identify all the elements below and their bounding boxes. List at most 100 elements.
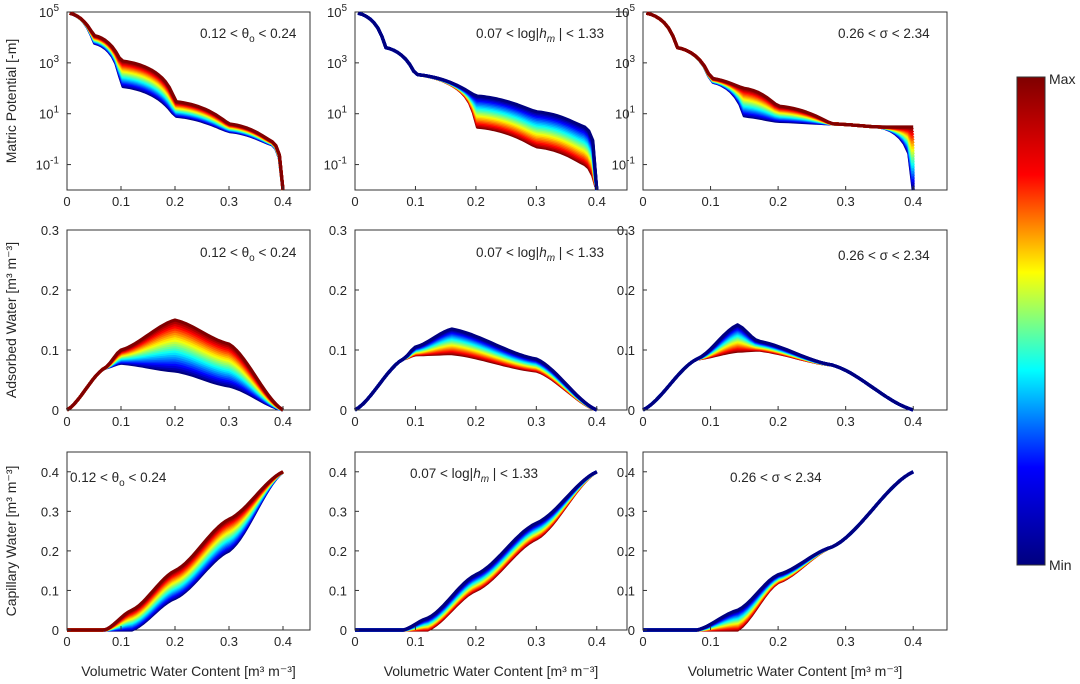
x-tick-label: 0.2	[769, 194, 787, 209]
curve-family	[67, 470, 285, 632]
y-tick-label: 101	[615, 105, 635, 122]
y-tick-label: 0.2	[329, 283, 347, 298]
y-tick-label: 0.4	[41, 465, 59, 480]
y-tick-label: 105	[39, 3, 59, 20]
curve	[357, 11, 599, 191]
panel-row1-col1: 0 0.1 0.2 0.3 0.4 10-1 101 103 105 0.12 < θo < 0.…	[36, 3, 311, 209]
x-tick-label: 0.3	[837, 194, 855, 209]
y-axis-label: Capillary Water [m³ m⁻³]	[3, 466, 19, 617]
panel-annotation: 0.26 < σ < 2.34	[838, 248, 930, 263]
y-tick-label: 0.3	[617, 504, 635, 519]
y-tick-label: 0	[628, 403, 635, 418]
curve-family	[646, 11, 915, 191]
panel-row2-col1: 0 0.1 0.2 0.3 0.4 0 0.1 0.2 0.3 0.12 < θo < 0.24	[41, 223, 311, 429]
x-tick-label: 0.3	[220, 194, 238, 209]
x-tick-label: 0	[351, 194, 358, 209]
y-axis-label: Adsorbed Water [m³ m⁻³]	[3, 242, 19, 398]
curve	[69, 11, 285, 191]
x-tick-label: 0.4	[904, 414, 922, 429]
x-tick-label: 0.4	[904, 194, 922, 209]
x-tick-label: 0.4	[274, 634, 292, 649]
panel-annotation: 0.12 < θo < 0.24	[200, 26, 297, 45]
y-tick-label: 103	[615, 54, 635, 71]
x-axis-label: Volumetric Water Content [m³ m⁻³]	[688, 663, 903, 679]
panel-frame	[642, 451, 948, 631]
curve	[355, 470, 598, 632]
panel-row2-col3: 0 0.1 0.2 0.3 0.4 0 0.1 0.2 0.3 0.26 < σ < 2.34	[617, 223, 948, 429]
y-tick-label: 101	[327, 105, 347, 122]
x-tick-label: 0.2	[467, 194, 485, 209]
panel-annotation: 0.26 < σ < 2.34	[730, 470, 822, 485]
x-tick-label: 0.2	[467, 414, 485, 429]
panel-annotation: 0.12 < θo < 0.24	[70, 470, 167, 489]
x-tick-label: 0.4	[904, 634, 922, 649]
x-tick-label: 0	[351, 634, 358, 649]
panel-row3-col1: 0 0.1 0.2 0.3 0.4 0 0.1 0.2 0.3 0.4 0.12 < θo < 0.…	[41, 451, 311, 649]
x-tick-label: 0	[639, 414, 646, 429]
y-tick-label: 10-1	[324, 156, 348, 173]
x-tick-label: 0	[63, 634, 70, 649]
y-tick-label: 0.1	[617, 583, 635, 598]
y-tick-label: 0.3	[617, 223, 635, 238]
y-tick-label: 0.2	[41, 283, 59, 298]
y-tick-label: 0.2	[617, 283, 635, 298]
y-tick-label: 0.3	[41, 504, 59, 519]
ticks: 0 0.1 0.2 0.3 0.4 10-1 101 103 105	[324, 3, 606, 209]
panel-frame	[642, 11, 948, 191]
x-tick-label: 0.1	[406, 194, 424, 209]
curve-family	[354, 327, 598, 412]
curve	[67, 470, 284, 632]
y-axis-label: Matric Potential [-m]	[3, 39, 19, 163]
y-tick-label: 0.2	[329, 544, 347, 559]
y-tick-label: 0.3	[329, 223, 347, 238]
x-tick-label: 0.2	[166, 194, 184, 209]
ticks: 0 0.1 0.2 0.3 0.4 10-1 101 103 105	[612, 3, 923, 209]
curve	[643, 470, 914, 632]
y-tick-label: 101	[39, 105, 59, 122]
x-tick-label: 0.2	[166, 634, 184, 649]
y-tick-label: 0	[628, 623, 635, 638]
ticks: 0 0.1 0.2 0.3 0.4 0 0.1 0.2 0.3 0.4	[617, 465, 922, 649]
y-tick-label: 0	[52, 403, 59, 418]
y-axis-labels: Matric Potential [-m] Adsorbed Water [m³ …	[3, 39, 19, 617]
curve	[642, 323, 914, 412]
panel-annotation: 0.07 < log|hm | < 1.33	[410, 466, 538, 485]
x-tick-label: 0.1	[702, 414, 720, 429]
panels: 0 0.1 0.2 0.3 0.4 10-1 101 103 105 0.12 < θo < 0.…	[36, 3, 948, 649]
x-tick-label: 0.3	[527, 634, 545, 649]
colorbar-max-label: Max	[1049, 71, 1075, 87]
x-axis-labels: Volumetric Water Content [m³ m⁻³] Volumet…	[81, 663, 902, 679]
curve	[66, 318, 284, 412]
y-tick-label: 0.1	[41, 583, 59, 598]
curve	[354, 327, 598, 412]
x-tick-label: 0.2	[166, 414, 184, 429]
curve-family	[643, 470, 914, 632]
x-tick-label: 0.3	[220, 634, 238, 649]
y-tick-label: 0.3	[329, 504, 347, 519]
curve-family	[69, 11, 285, 191]
ticks: 0 0.1 0.2 0.3 0.4 0 0.1 0.2 0.3 0.4	[329, 465, 606, 649]
x-tick-label: 0	[639, 634, 646, 649]
x-tick-label: 0.4	[274, 194, 292, 209]
ticks: 0 0.1 0.2 0.3 0.4 0 0.1 0.2 0.3	[329, 223, 606, 429]
x-tick-label: 0.2	[769, 634, 787, 649]
ticks: 0 0.1 0.2 0.3 0.4 0 0.1 0.2 0.3 0.4	[41, 465, 292, 649]
y-tick-label: 0.2	[617, 544, 635, 559]
y-tick-label: 0.3	[41, 223, 59, 238]
x-tick-label: 0.4	[588, 634, 606, 649]
panel-frame	[354, 229, 628, 411]
x-tick-label: 0.1	[406, 634, 424, 649]
colorbar: Max Min	[1016, 71, 1075, 573]
x-tick-label: 0.1	[702, 634, 720, 649]
panel-row1-col2: 0 0.1 0.2 0.3 0.4 10-1 101 103 105 0.07 < log|hm …	[324, 3, 628, 209]
y-tick-label: 0.1	[329, 583, 347, 598]
y-tick-label: 0.2	[41, 544, 59, 559]
panel-row2-col2: 0 0.1 0.2 0.3 0.4 0 0.1 0.2 0.3 0.07 < log|hm | <…	[329, 223, 628, 429]
panel-annotation: 0.26 < σ < 2.34	[838, 26, 930, 41]
x-tick-label: 0.3	[220, 414, 238, 429]
x-tick-label: 0	[63, 414, 70, 429]
x-axis-label: Volumetric Water Content [m³ m⁻³]	[384, 663, 599, 679]
curve-family	[355, 470, 598, 632]
panel-annotation: 0.07 < log|hm | < 1.33	[476, 26, 604, 45]
